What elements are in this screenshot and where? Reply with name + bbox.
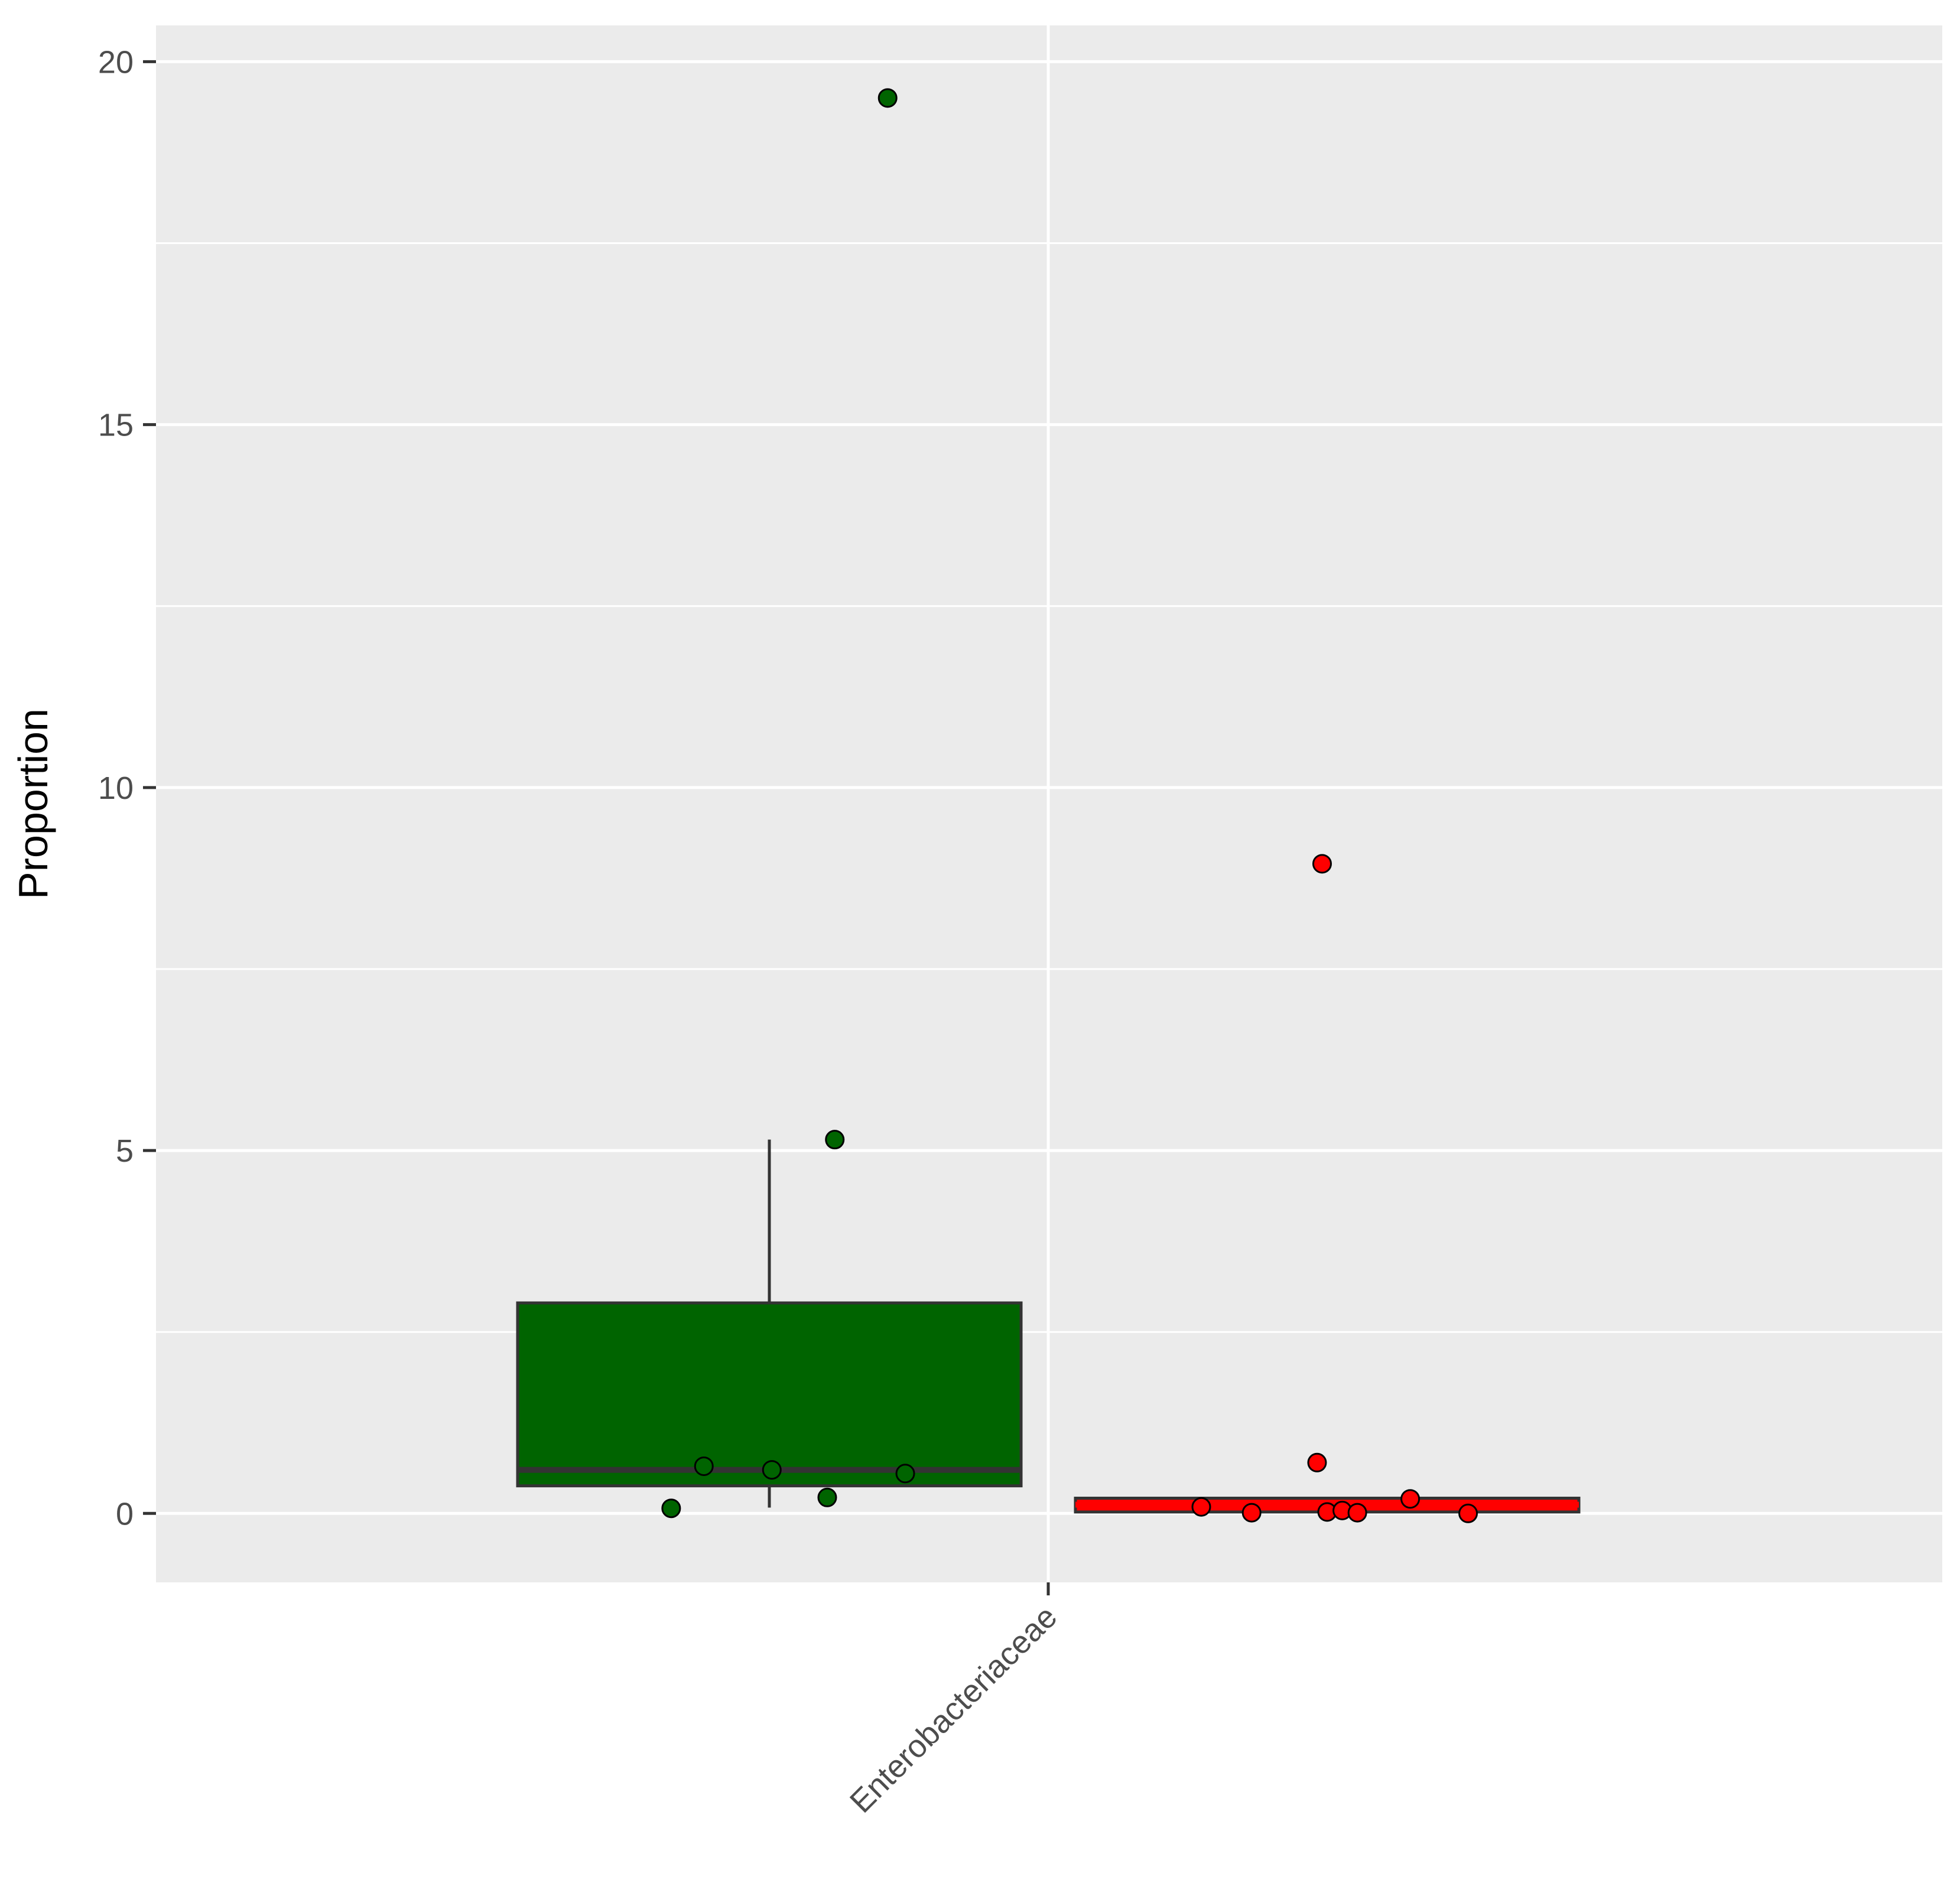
data-point: [762, 1460, 782, 1480]
x-tick-label: Enterobacteriaceae: [843, 1599, 1064, 1820]
data-point: [1307, 1452, 1327, 1472]
y-tick-label: 0: [116, 1496, 134, 1532]
y-axis-title: Proportion: [10, 708, 56, 899]
box: [516, 1301, 1023, 1488]
y-tick-label: 20: [98, 44, 134, 80]
data-point: [1241, 1503, 1262, 1523]
major-gridlines: [156, 25, 1942, 1582]
data-point: [877, 88, 898, 108]
data-points: [661, 88, 1478, 1523]
data-point: [825, 1130, 845, 1150]
x-axis: Enterobacteriaceae: [843, 1582, 1064, 1820]
y-tick-label: 10: [98, 771, 134, 806]
data-point: [694, 1456, 714, 1476]
y-axis: 0 5 10 15 20: [98, 44, 156, 1532]
box-group-1: [516, 1139, 1023, 1508]
data-point: [1347, 1503, 1367, 1523]
data-point: [1458, 1503, 1478, 1523]
y-tick-label: 5: [116, 1133, 134, 1169]
data-point: [817, 1487, 837, 1507]
y-tick-label: 15: [98, 408, 134, 443]
data-point: [1400, 1489, 1421, 1509]
data-point: [661, 1498, 681, 1519]
data-point: [895, 1464, 915, 1484]
data-point: [1312, 854, 1332, 874]
data-point: [1191, 1497, 1211, 1517]
